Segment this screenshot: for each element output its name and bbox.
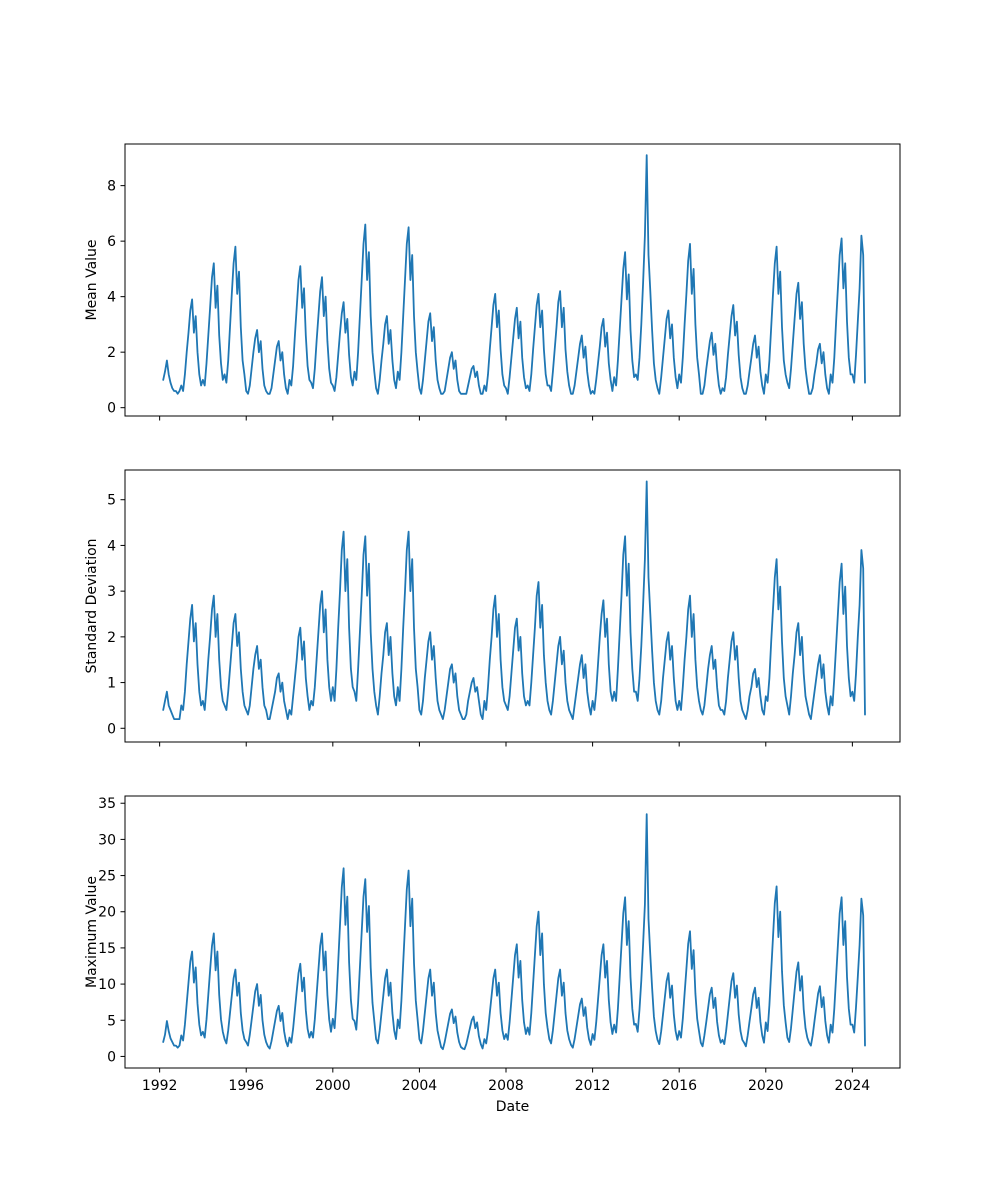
subplot-maximum-value: 1992 1996 2000 2004 2008 2012 2016 2020 2024 0 5 10… xyxy=(84,795,901,1115)
y-tick-label: 0 xyxy=(107,1049,116,1065)
y-tick-label: 15 xyxy=(98,941,116,957)
axes-spines xyxy=(124,469,901,743)
x-tick-label: 2000 xyxy=(315,1078,351,1094)
y-axis-label: Standard Deviation xyxy=(84,538,100,673)
x-tick-label: 2004 xyxy=(402,1078,438,1094)
x-tick-label: 1992 xyxy=(142,1078,178,1094)
y-tick-label: 35 xyxy=(98,796,116,812)
plot-line xyxy=(162,813,866,1051)
x-tick-label: 2012 xyxy=(575,1078,611,1094)
y-tick-label: 6 xyxy=(107,234,116,250)
y-tick-label: 20 xyxy=(98,905,116,921)
y-tick-label: 1 xyxy=(107,676,116,692)
y-tick-label: 10 xyxy=(98,977,116,993)
y-tick-label: 4 xyxy=(107,538,116,554)
subplot-standard-deviation: 0 1 2 3 4 5 Standard Deviation xyxy=(84,469,901,747)
y-tick-label: 3 xyxy=(107,584,116,600)
y-axis-label: Mean Value xyxy=(84,239,100,320)
x-tick-label: 2024 xyxy=(835,1078,871,1094)
axes-spines xyxy=(124,795,901,1069)
y-tick-label: 0 xyxy=(107,721,116,737)
y-tick-label: 0 xyxy=(107,401,116,417)
plot-line xyxy=(162,480,866,720)
axes-spines xyxy=(124,143,901,417)
y-tick-label: 2 xyxy=(107,630,116,646)
x-tick-label: 1996 xyxy=(228,1078,264,1094)
y-tick-label: 4 xyxy=(107,290,116,306)
x-axis-label: Date xyxy=(496,1099,529,1115)
y-tick-label: 30 xyxy=(98,832,116,848)
x-tick-label: 2016 xyxy=(661,1078,697,1094)
x-tick-label: 2008 xyxy=(488,1078,524,1094)
y-axis-label: Maximum Value xyxy=(84,876,100,988)
y-tick-label: 8 xyxy=(107,179,116,195)
y-tick-label: 2 xyxy=(107,345,116,361)
y-tick-label: 25 xyxy=(98,869,116,885)
x-tick-label: 2020 xyxy=(748,1078,784,1094)
plot-line xyxy=(162,154,866,395)
subplot-mean-value: 0 2 4 6 8 Mean Value xyxy=(84,143,901,421)
y-tick-label: 5 xyxy=(107,1013,116,1029)
y-tick-label: 5 xyxy=(107,493,116,509)
